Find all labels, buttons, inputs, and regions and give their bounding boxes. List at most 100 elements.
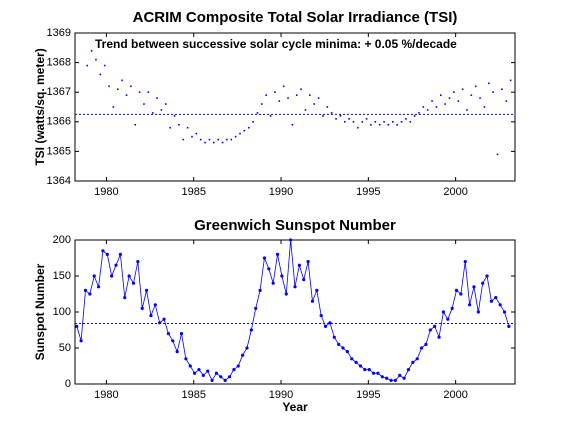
data-point [300, 88, 302, 91]
data-point [275, 252, 280, 256]
data-point [195, 132, 198, 135]
data-point [287, 97, 289, 99]
data-point [337, 342, 341, 346]
data-point [391, 121, 394, 123]
data-point [151, 112, 154, 114]
data-point [227, 375, 232, 379]
y-tick-label: 1369 [47, 27, 71, 39]
data-point [144, 288, 149, 292]
data-point [136, 260, 140, 264]
data-point [371, 371, 376, 375]
data-point [164, 103, 167, 105]
data-point [323, 324, 328, 328]
data-point [269, 115, 272, 117]
data-point [280, 274, 284, 278]
data-point [441, 310, 446, 314]
data-point [175, 350, 179, 354]
data-point [219, 375, 223, 379]
data-point [254, 306, 258, 310]
data-point [483, 106, 486, 108]
y-tick-label: 150 [53, 270, 71, 282]
y-axis-label: Sunspot Number [33, 263, 47, 360]
data-point [350, 357, 354, 361]
data-point [396, 123, 398, 126]
data-point [309, 94, 311, 96]
data-point [415, 357, 419, 361]
data-point [293, 285, 297, 289]
data-point [140, 306, 144, 310]
chart-title: Greenwich Sunspot Number [194, 217, 396, 234]
data-point [217, 138, 219, 141]
data-point [214, 371, 219, 375]
data-point [143, 103, 145, 105]
data-point [149, 314, 153, 318]
data-point [274, 91, 276, 93]
data-point [492, 91, 494, 93]
data-point [108, 85, 110, 88]
data-point [444, 103, 446, 105]
data-point [271, 281, 275, 285]
data-point [138, 91, 141, 93]
data-point [239, 132, 241, 135]
data-point [328, 321, 332, 325]
data-point [463, 260, 467, 264]
data-point [454, 288, 459, 292]
data-point [352, 121, 355, 123]
data-point [199, 138, 202, 141]
data-point [116, 88, 119, 91]
data-point [406, 368, 411, 372]
data-point [267, 267, 271, 271]
plot-frame [74, 239, 516, 385]
y-tick-label: 1368 [47, 57, 71, 69]
data-point [310, 299, 315, 303]
data-point [127, 274, 131, 278]
data-point [413, 115, 416, 117]
data-point [494, 296, 498, 300]
data-point [450, 306, 454, 310]
data-point [402, 376, 406, 380]
data-point [457, 100, 460, 102]
data-point [488, 82, 490, 85]
data-point [243, 129, 246, 132]
data-point [204, 141, 206, 144]
data-point [505, 100, 508, 102]
data-point [433, 324, 437, 328]
data-point [385, 376, 389, 380]
data-point [418, 112, 420, 114]
data-point [448, 97, 451, 99]
data-point [306, 260, 310, 264]
data-point [339, 115, 342, 117]
data-point [431, 100, 433, 102]
data-point [474, 85, 477, 88]
data-point [489, 299, 494, 303]
data-point [459, 292, 463, 296]
data-point [169, 126, 171, 129]
data-point [289, 238, 293, 242]
data-point [206, 369, 210, 373]
data-point [481, 281, 485, 285]
data-point [422, 106, 425, 108]
data-point [389, 378, 393, 382]
data-point [83, 288, 88, 292]
data-point [498, 303, 502, 307]
data-point [95, 58, 97, 61]
data-point [241, 353, 245, 357]
data-point [160, 109, 163, 111]
data-point [358, 364, 363, 368]
data-point [428, 328, 432, 332]
x-tick-label: 2000 [443, 186, 467, 198]
data-point [345, 350, 349, 354]
y-tick-label: 200 [53, 234, 71, 246]
y-tick-label: 0 [65, 378, 71, 390]
data-point [147, 91, 150, 93]
data-point [357, 126, 359, 129]
data-point [313, 103, 316, 105]
data-point [232, 368, 236, 372]
data-point [405, 118, 407, 120]
data-point [221, 141, 224, 144]
data-point [354, 360, 358, 364]
data-point [112, 106, 115, 108]
data-point [105, 252, 109, 256]
data-point [92, 274, 96, 278]
x-axis-label: Year [282, 400, 308, 414]
